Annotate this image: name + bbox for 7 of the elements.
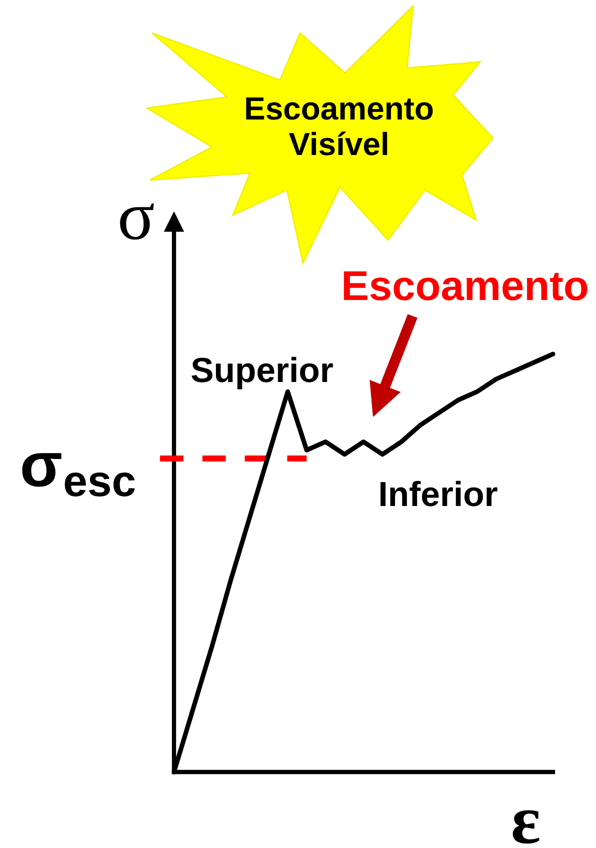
text: Escoamento [344,271,588,300]
x-axis-title: ε [512,810,540,844]
text: Escoamento Visível [246,98,433,156]
annotation: Superior [192,356,333,390]
y-axis-title: σ [120,203,154,240]
annotation: Inferior [380,480,498,506]
ref-line-label: σ$_{esc}$ [22,453,135,497]
